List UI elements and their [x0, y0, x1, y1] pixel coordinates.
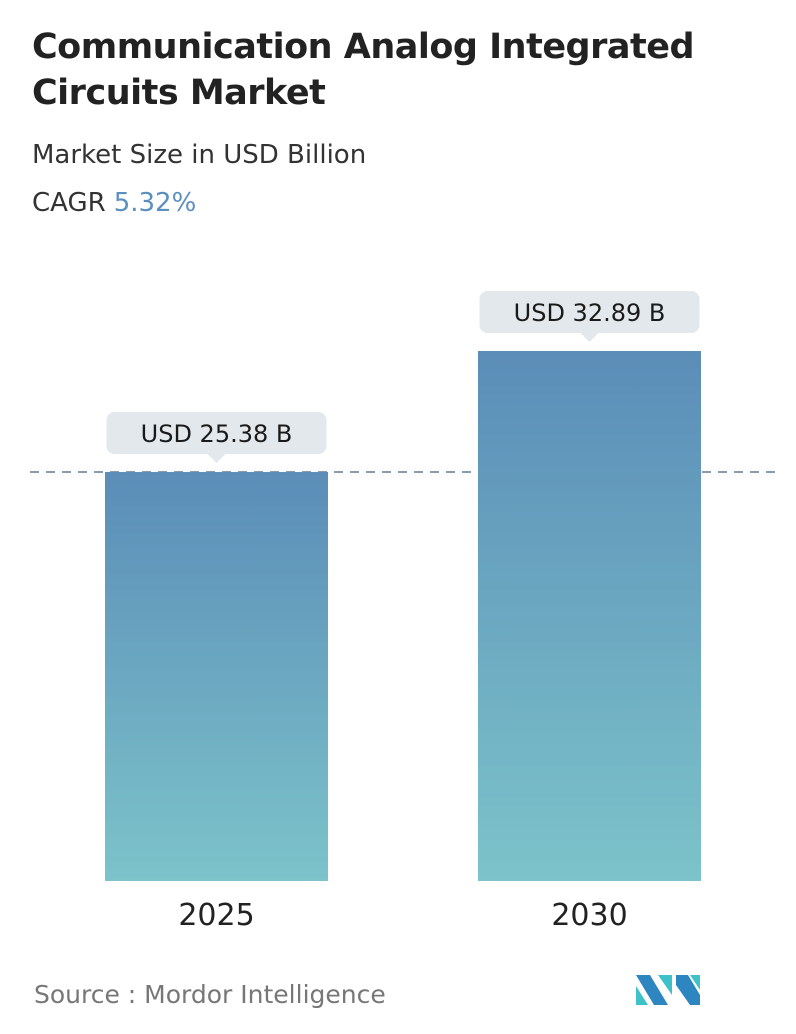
bar-2025	[105, 472, 328, 881]
chart-subtitle: Market Size in USD Billion	[32, 140, 367, 170]
x-tick-2025: 2025	[178, 898, 254, 933]
data-label-2025: USD 25.38 B	[141, 420, 293, 448]
source-text: Source : Mordor Intelligence	[34, 980, 386, 1009]
cagr-label: CAGR	[32, 188, 106, 218]
chart-title: Communication Analog Integrated Circuits…	[32, 27, 695, 113]
cagr: CAGR 5.32%	[32, 188, 196, 218]
x-tick-2030: 2030	[551, 898, 627, 933]
cagr-value: 5.32%	[113, 188, 197, 218]
data-label-bg-2030	[479, 291, 700, 333]
data-label-pointer-2025	[207, 454, 226, 464]
bar-2030	[478, 351, 701, 881]
data-label-pointer-2030	[580, 333, 599, 342]
data-label-2030: USD 32.89 B	[514, 299, 666, 327]
data-label-bg-2025	[106, 412, 327, 455]
